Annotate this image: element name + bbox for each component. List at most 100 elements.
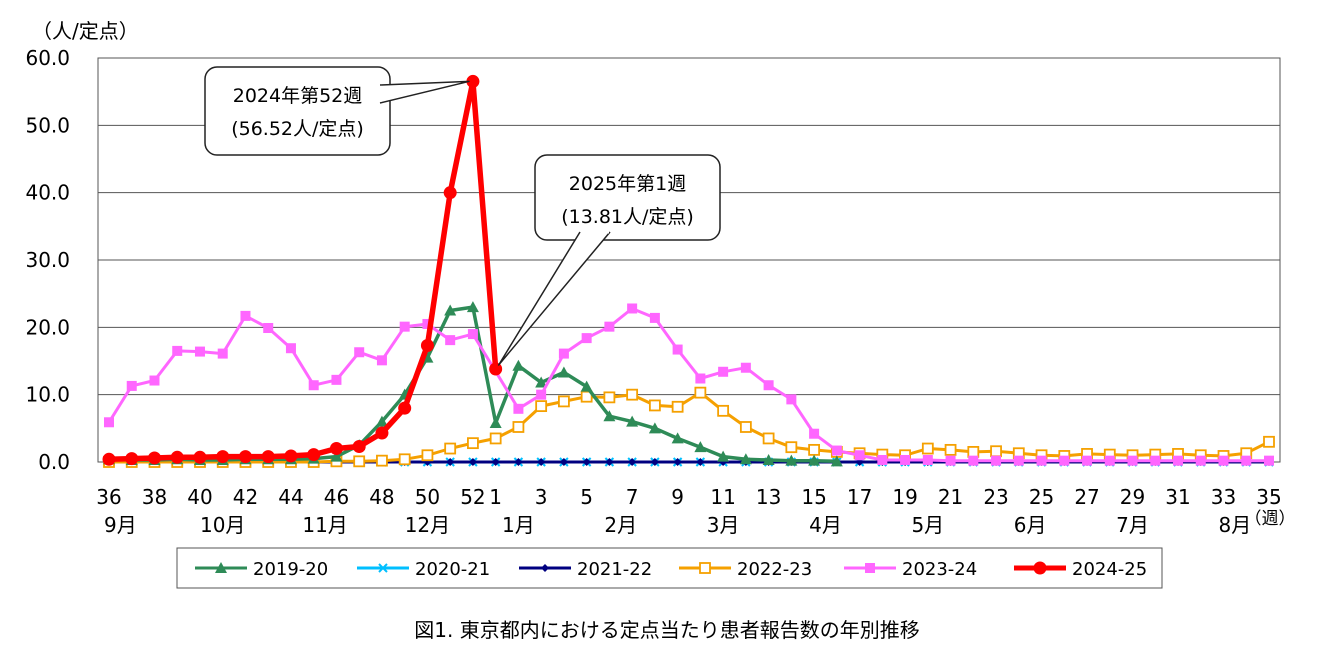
x-tick-label: 36 [96,485,121,509]
x-tick-label: 27 [1074,485,1099,509]
data-point [240,310,251,321]
data-point [376,355,387,366]
x-tick-label: 9 [671,485,684,509]
data-point [467,329,478,340]
data-point [1241,455,1252,466]
data-point [604,321,615,332]
data-point [489,416,502,428]
x-tick-label: 21 [938,485,963,509]
data-point [831,445,842,456]
callout-box [204,66,391,156]
data-point [1150,455,1161,466]
data-point [421,449,434,462]
data-point [194,346,205,357]
data-point [1104,455,1115,466]
x-tick-label: 1 [489,485,502,509]
data-point [786,394,797,405]
data-point [763,380,774,391]
month-label: 7月 [1116,513,1149,537]
data-point [922,454,933,465]
x-tick-label: 3 [535,485,548,509]
x-tick-label: 42 [233,485,258,509]
data-point [444,304,457,316]
data-point [512,359,525,371]
data-point [900,454,911,465]
data-point [808,454,821,466]
x-tick-label: 19 [892,485,917,509]
month-label: 8月 [1219,513,1252,537]
data-point [718,366,729,377]
data-point [398,401,412,415]
data-point [376,454,388,467]
month-label: 12月 [405,513,450,537]
x-tick-label: 44 [278,485,303,509]
data-point [126,380,137,391]
y-tick-label: 40.0 [25,181,70,205]
data-point [536,389,547,400]
series-2023-24 [104,303,1274,466]
x-tick-label: 46 [324,485,349,509]
data-point [331,374,342,385]
data-point [809,428,820,439]
month-label: 4月 [809,513,842,537]
data-point [649,312,660,323]
axes: 0.0 10.0 20.0 30.0 40.0 50.0 60.0 （人/定点） 36 38 40 4… [25,19,1295,537]
y-axis-label: （人/定点） [32,19,139,43]
data-point [762,432,775,445]
data-point [628,458,637,466]
data-point [1033,561,1047,575]
legend-label: 2022-23 [737,559,812,580]
data-point [694,386,707,399]
callout-title: 2025年第1週 [569,173,686,195]
data-point [945,455,956,466]
x-tick-label: 31 [1165,485,1190,509]
series-2024-25 [102,74,503,466]
x-tick-label: 23 [983,485,1008,509]
data-point [1218,455,1229,466]
data-point [580,390,593,403]
data-point [921,442,934,455]
data-point [308,380,319,391]
data-point [865,563,875,573]
data-point [541,564,549,572]
x-tick-label: 40 [187,485,212,509]
data-point [216,450,230,464]
data-point [535,400,548,413]
data-point [1264,455,1274,466]
data-point [1173,455,1184,466]
legend-item: 2023-24 [844,559,977,580]
data-point [673,458,682,466]
data-point [378,563,388,573]
data-point [467,437,479,450]
data-point [375,426,389,440]
legend-item: 2024-25 [1014,559,1147,580]
x-tick-label: 13 [756,485,781,509]
x-tick-label: 7 [626,485,639,509]
x-tick-label: 52 [460,485,485,509]
data-point [513,403,524,414]
x-tick-label: 15 [801,485,826,509]
figure-caption: 図1. 東京都内における定点当たり患者報告数の年別推移 [414,618,920,642]
legend-label: 2024-25 [1072,559,1147,580]
data-point [968,455,979,466]
y-tick-label: 30.0 [25,248,70,272]
legend-label: 2020-21 [415,559,490,580]
data-point [489,362,503,376]
data-point [990,445,1002,458]
data-point [603,391,616,404]
data-point [537,458,546,466]
data-point [785,454,798,466]
callout-pointer [379,80,470,104]
data-point [330,450,343,462]
x-tick-label: 35 [1256,485,1281,509]
data-point [170,450,184,464]
legend-box [176,547,1163,589]
month-label: 10月 [200,513,245,537]
month-label: 1月 [502,513,535,537]
data-point [671,400,684,413]
data-point [626,388,639,401]
series-line [107,307,1269,463]
callout: 2025年第1週 (13.81人/定点) [497,154,721,366]
data-point [762,453,775,465]
data-point [514,458,523,466]
